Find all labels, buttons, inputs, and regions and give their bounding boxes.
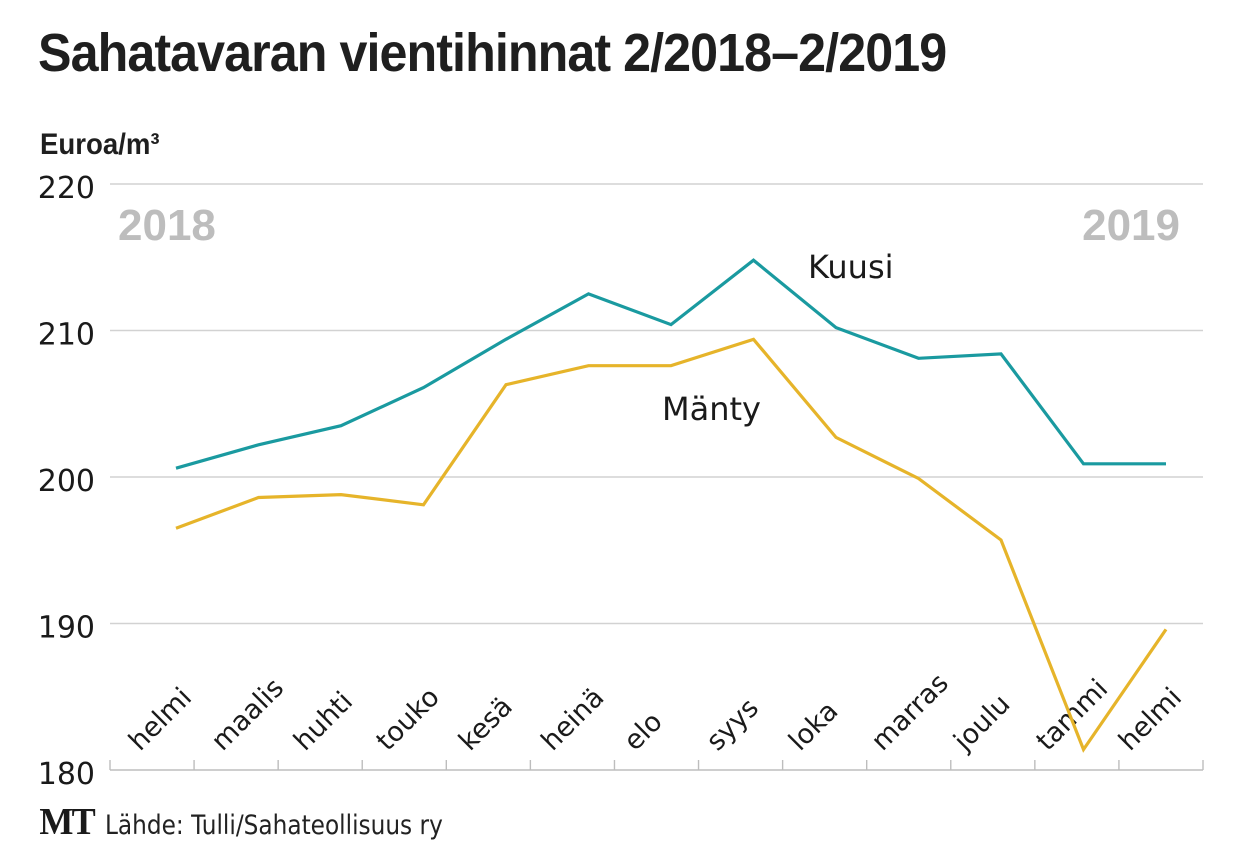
x-tick-label: joulu [947,689,1016,758]
year-label-2019: 2019 [1082,201,1180,250]
source-note: Lähde: Tulli/Sahateollisuus ry [105,810,444,841]
series-line-kuusi [175,258,1166,470]
mt-logo: MT [39,801,95,843]
series-lines [175,258,1168,753]
gridlines [110,183,1203,625]
y-tick-label: 200 [38,464,95,499]
chart-title: Sahatavaran vientihinnat 2/2018–2/2019 [38,23,947,83]
x-tick-label: loka [783,696,844,757]
x-tick-label: tammi [1031,673,1115,757]
series-label-manty: Mänty [662,390,761,428]
x-tick-label: maalis [206,672,290,756]
y-axis-ticks: 180 190 200 210 220 [38,171,95,792]
footer: MT Lähde: Tulli/Sahateollisuus ry [38,800,498,844]
y-tick-label: 220 [38,171,95,206]
x-tick-label: huhti [288,686,359,757]
y-tick-label: 210 [38,318,95,353]
series-line-mnty [175,337,1168,753]
y-tick-label: 180 [38,757,95,792]
x-tick-label: helmi [123,682,198,757]
x-tick-label: elo [618,706,669,757]
x-tick-label: heinä [536,682,611,757]
x-tick-label: kesä [453,691,519,757]
y-axis-unit-label: Euroa/m³ [40,128,160,161]
x-tick-label: syys [701,693,765,757]
x-tick-label: touko [371,682,446,757]
series-label-kuusi: Kuusi [808,248,894,286]
year-label-2018: 2018 [118,201,216,250]
x-tick-label: marras [866,668,955,757]
x-tick-label: helmi [1113,682,1188,757]
y-tick-label: 190 [38,611,95,646]
